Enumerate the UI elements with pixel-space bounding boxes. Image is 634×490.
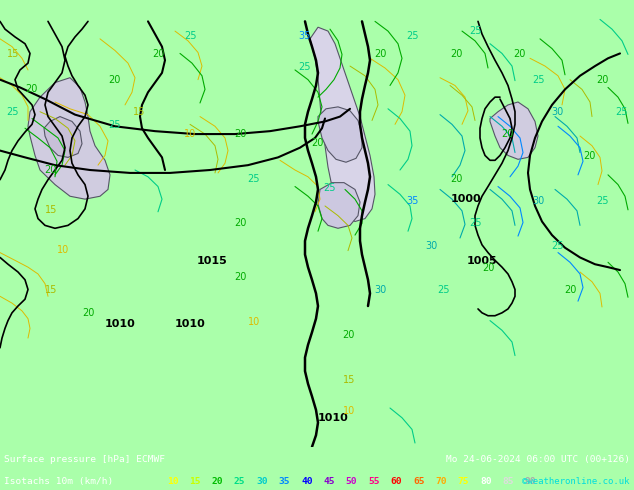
Polygon shape [310, 27, 375, 221]
Text: 25: 25 [469, 26, 482, 36]
Text: 35: 35 [406, 196, 418, 206]
Text: ©weatheronline.co.uk: ©weatheronline.co.uk [522, 477, 630, 486]
Text: 60: 60 [391, 477, 402, 486]
Polygon shape [318, 183, 360, 228]
Text: 20: 20 [564, 286, 577, 295]
Text: 25: 25 [247, 174, 260, 184]
Text: 20: 20 [374, 49, 387, 59]
Text: 10: 10 [342, 406, 355, 416]
Text: 20: 20 [235, 272, 247, 282]
Text: 1010: 1010 [175, 319, 205, 329]
Text: 20: 20 [514, 49, 526, 59]
Text: 1015: 1015 [197, 256, 228, 267]
Text: 25: 25 [552, 241, 564, 251]
Text: Mo 24-06-2024 06:00 UTC (00+126): Mo 24-06-2024 06:00 UTC (00+126) [446, 455, 630, 464]
Text: 10: 10 [247, 317, 260, 327]
Text: 20: 20 [342, 330, 355, 340]
Text: 10: 10 [167, 477, 178, 486]
Text: 25: 25 [184, 31, 197, 41]
Text: 30: 30 [425, 241, 437, 251]
Text: 25: 25 [234, 477, 245, 486]
Text: 70: 70 [436, 477, 447, 486]
Polygon shape [44, 117, 82, 157]
Text: 30: 30 [256, 477, 268, 486]
Text: 10: 10 [184, 129, 197, 139]
Text: 75: 75 [458, 477, 469, 486]
Text: 30: 30 [552, 107, 564, 117]
Text: 45: 45 [323, 477, 335, 486]
Text: 15: 15 [44, 205, 57, 215]
Text: 20: 20 [450, 49, 463, 59]
Text: 20: 20 [235, 219, 247, 228]
Text: 25: 25 [298, 62, 311, 72]
Text: 50: 50 [346, 477, 357, 486]
Text: 25: 25 [323, 183, 336, 193]
Text: 10: 10 [57, 245, 70, 255]
Text: 25: 25 [615, 107, 628, 117]
Text: 25: 25 [596, 196, 609, 206]
Polygon shape [490, 102, 538, 159]
Text: 15: 15 [342, 375, 355, 385]
Text: 20: 20 [482, 263, 495, 273]
Text: 20: 20 [44, 165, 57, 175]
Text: 20: 20 [82, 308, 95, 318]
Text: 1000: 1000 [451, 194, 481, 204]
Text: 20: 20 [152, 49, 165, 59]
Text: 90: 90 [525, 477, 536, 486]
Text: 35: 35 [278, 477, 290, 486]
Text: 85: 85 [502, 477, 514, 486]
Text: 15: 15 [133, 107, 146, 117]
Text: Isotachs 10m (km/h): Isotachs 10m (km/h) [4, 477, 113, 486]
Text: 1005: 1005 [467, 256, 497, 267]
Text: 15: 15 [44, 286, 57, 295]
Text: 25: 25 [437, 286, 450, 295]
Text: 20: 20 [235, 129, 247, 139]
Text: 1010: 1010 [318, 413, 348, 423]
Text: 20: 20 [311, 138, 323, 148]
Polygon shape [318, 107, 362, 162]
Polygon shape [28, 78, 110, 199]
Text: 15: 15 [189, 477, 200, 486]
Text: 25: 25 [406, 31, 418, 41]
Text: 40: 40 [301, 477, 313, 486]
Text: Surface pressure [hPa] ECMWF: Surface pressure [hPa] ECMWF [4, 455, 165, 464]
Text: 20: 20 [25, 84, 38, 95]
Text: 20: 20 [501, 129, 514, 139]
Text: 20: 20 [450, 174, 463, 184]
Text: 20: 20 [212, 477, 223, 486]
Text: 1010: 1010 [105, 319, 136, 329]
Text: 35: 35 [298, 31, 311, 41]
Text: 20: 20 [108, 75, 120, 85]
Text: 30: 30 [533, 196, 545, 206]
Text: 25: 25 [6, 107, 19, 117]
Text: 25: 25 [469, 219, 482, 228]
Text: 65: 65 [413, 477, 424, 486]
Text: 30: 30 [374, 286, 387, 295]
Text: 20: 20 [596, 75, 609, 85]
Text: 80: 80 [480, 477, 491, 486]
Text: 55: 55 [368, 477, 380, 486]
Text: 20: 20 [583, 151, 596, 161]
Text: 25: 25 [533, 75, 545, 85]
Text: 25: 25 [108, 120, 120, 130]
Text: 15: 15 [6, 49, 19, 59]
